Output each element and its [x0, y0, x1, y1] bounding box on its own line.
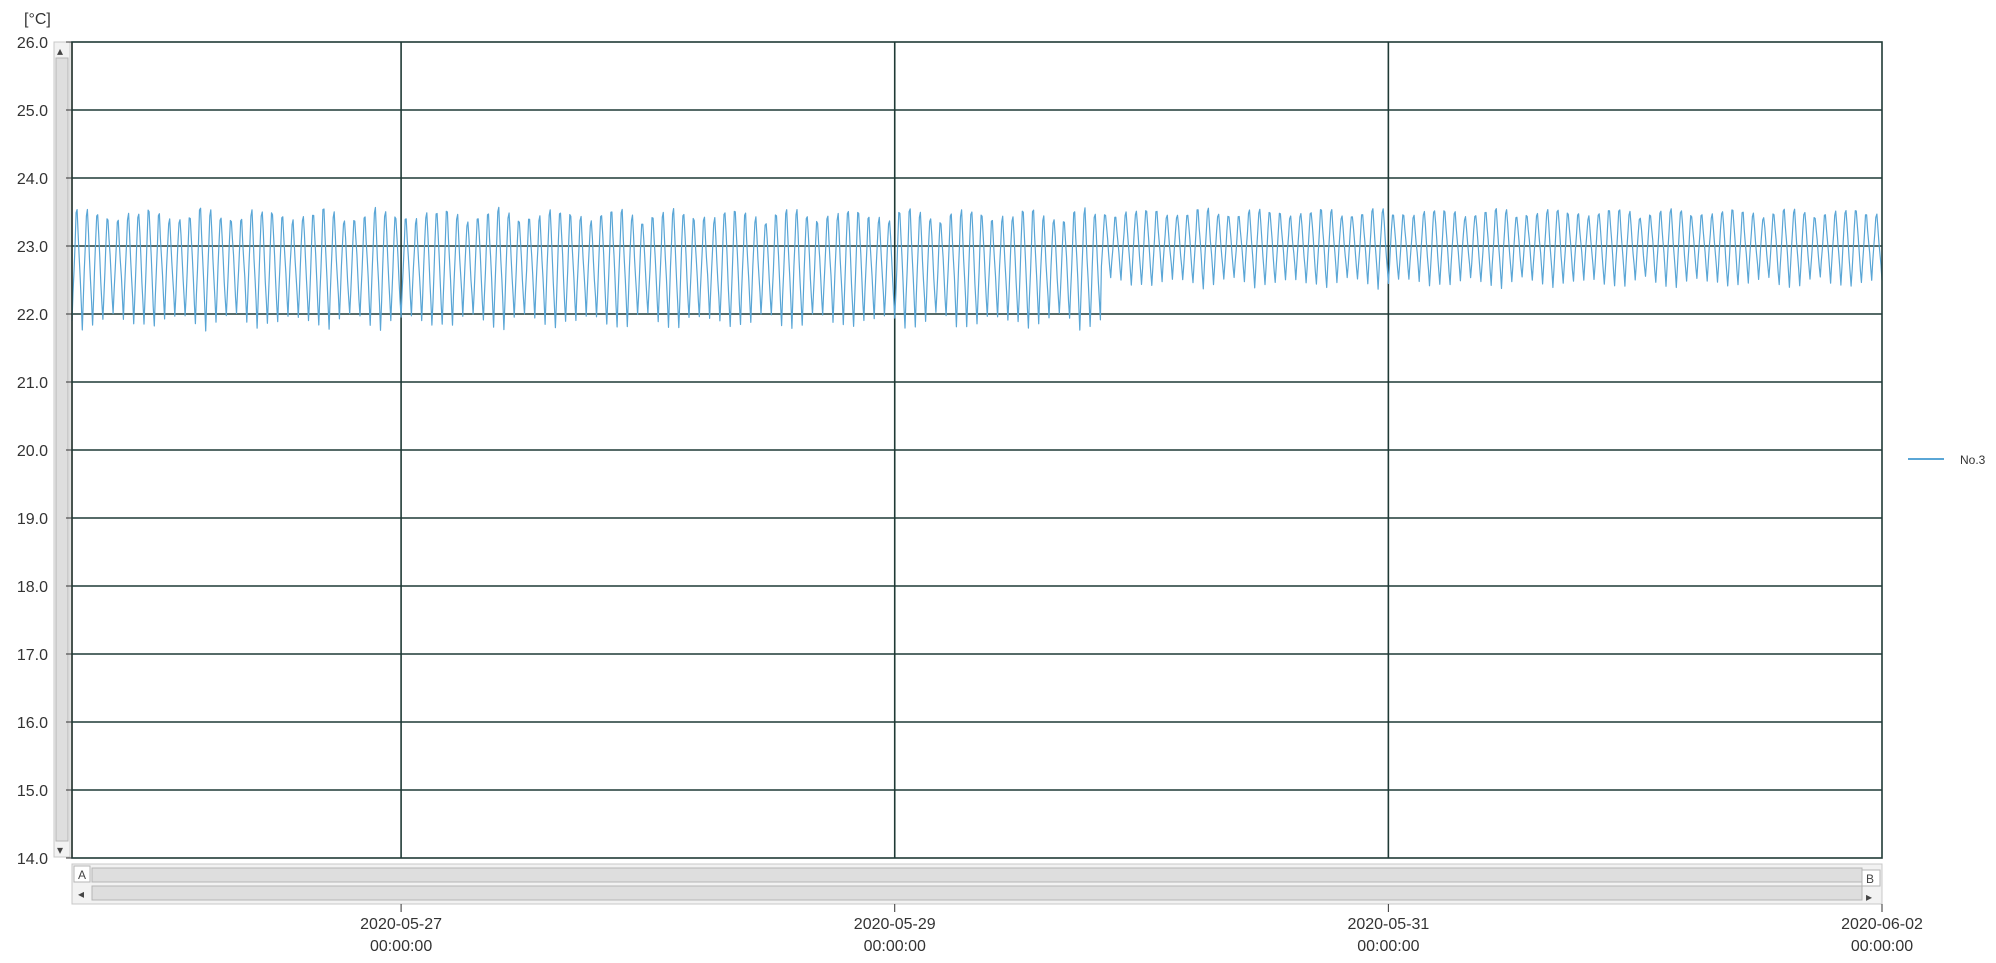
scroll-left-arrow-icon[interactable]: ◂: [78, 887, 84, 901]
horizontal-scrollbar[interactable]: A B ◂ ▸: [71, 863, 1883, 905]
range-end-handle[interactable]: [1861, 869, 1881, 887]
scroll-right-arrow-icon[interactable]: ▸: [1866, 890, 1872, 904]
legend-label-no3: No.3: [1960, 453, 1986, 467]
y-tick-label: 18.0: [17, 579, 48, 596]
y-axis-ticks: 26.0 25.0 24.0 23.0 22.0 21.0 20.0 19.0 18.0 17.0…: [17, 35, 72, 868]
y-tick-label: 20.0: [17, 443, 48, 460]
y-tick-label: 26.0: [17, 35, 48, 52]
range-slider-bar[interactable]: [91, 867, 1863, 883]
range-end-label: B: [1866, 872, 1874, 886]
y-tick-label: 17.0: [17, 647, 48, 664]
y-tick-label: 22.0: [17, 307, 48, 324]
y-tick-label: 19.0: [17, 511, 48, 528]
x-axis-ticks: 2020-05-27 00:00:00 2020-05-29 00:00:00 2020…: [360, 904, 1923, 955]
x-tick-time-label: 00:00:00: [370, 938, 432, 955]
x-tick-time-label: 00:00:00: [1851, 938, 1913, 955]
series-line-no3: [71, 206, 1883, 332]
scroll-down-arrow-icon[interactable]: ▾: [57, 843, 63, 857]
y-tick-label: 25.0: [17, 103, 48, 120]
range-start-label: A: [78, 868, 86, 882]
x-tick-date-label: 2020-06-02: [1841, 916, 1923, 933]
x-tick-date-label: 2020-05-31: [1347, 916, 1429, 933]
horizontal-scrollbar-thumb[interactable]: [91, 885, 1863, 901]
plot-frame: [71, 41, 1883, 859]
legend: No.3: [1892, 442, 1992, 478]
y-tick-label: 14.0: [17, 851, 48, 868]
y-axis-unit-label: [°C]: [24, 11, 51, 28]
y-tick-label: 24.0: [17, 171, 48, 188]
scroll-up-arrow-icon[interactable]: ▴: [57, 44, 63, 58]
grid-lines: [72, 42, 1882, 858]
series-layer: [71, 206, 1883, 332]
x-tick-date-label: 2020-05-27: [360, 916, 442, 933]
y-tick-label: 15.0: [17, 783, 48, 800]
y-tick-label: 21.0: [17, 375, 48, 392]
x-tick-date-label: 2020-05-29: [854, 916, 936, 933]
x-tick-time-label: 00:00:00: [864, 938, 926, 955]
x-tick-time-label: 00:00:00: [1357, 938, 1419, 955]
y-tick-label: 16.0: [17, 715, 48, 732]
range-start-handle[interactable]: [73, 865, 91, 883]
y-tick-label: 23.0: [17, 239, 48, 256]
